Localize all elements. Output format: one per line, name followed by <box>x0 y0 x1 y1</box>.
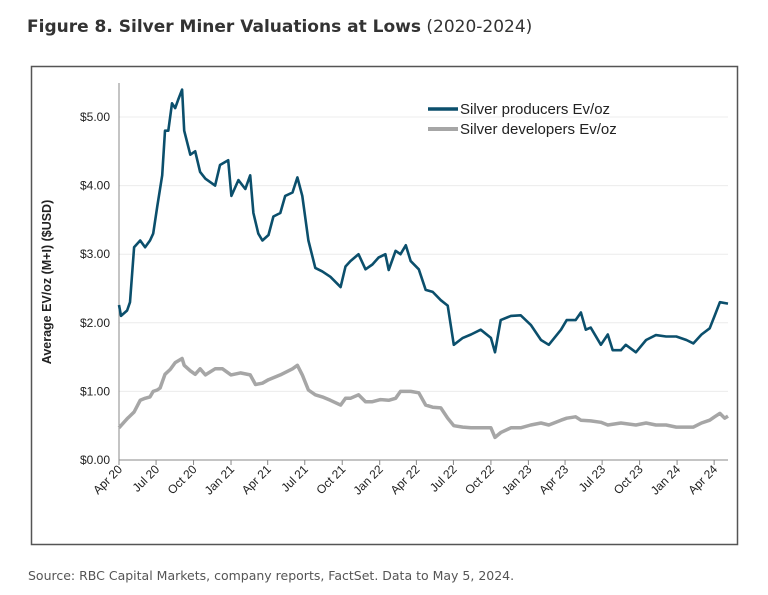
y-tick-label: $0.00 <box>80 453 110 467</box>
y-tick-label: $3.00 <box>80 247 110 261</box>
x-tick-label: Oct 20 <box>165 462 200 497</box>
x-tick-label: Jul 21 <box>278 462 311 495</box>
x-tick-label: Jan 21 <box>202 462 238 498</box>
x-tick-label: Jan 23 <box>499 462 535 498</box>
y-tick-label: $2.00 <box>80 316 110 330</box>
x-tick-label: Jan 24 <box>648 462 684 498</box>
x-tick-label: Apr 22 <box>388 462 423 497</box>
legend-label-producers: Silver producers Ev/oz <box>460 101 610 118</box>
x-tick-label: Jul 22 <box>427 462 460 495</box>
y-tick-label: $4.00 <box>80 179 110 193</box>
series-line-producers <box>117 88 729 354</box>
y-axis-label: Average EV/oz (M+I) ($USD) <box>40 200 54 365</box>
x-tick-label: Jul 23 <box>576 462 609 495</box>
legend-label-developers: Silver developers Ev/oz <box>460 121 617 138</box>
title-main: Figure 8. Silver Miner Valuations at Low… <box>27 17 421 37</box>
x-tick-label: Apr 20 <box>90 462 125 497</box>
x-tick-label: Apr 21 <box>239 462 274 497</box>
series-line-developers <box>117 356 729 440</box>
x-tick-label: Apr 24 <box>685 462 720 497</box>
legend: Silver producers Ev/oz Silver developers… <box>428 101 617 138</box>
chart-frame <box>30 65 739 546</box>
x-tick-label: Apr 23 <box>536 462 571 497</box>
x-tick-label: Jan 22 <box>350 462 386 498</box>
x-tick-label: Oct 21 <box>313 462 348 497</box>
figure-title: Figure 8. Silver Miner Valuations at Low… <box>27 17 532 37</box>
x-tick-label: Oct 22 <box>462 462 497 497</box>
title-years: (2020-2024) <box>420 17 533 37</box>
y-tick-label: $1.00 <box>80 384 110 398</box>
y-tick-label: $5.00 <box>80 110 110 124</box>
x-tick-label: Jul 20 <box>130 462 163 495</box>
source-note: Source: RBC Capital Markets, company rep… <box>28 568 515 583</box>
x-tick-label: Oct 23 <box>611 462 646 497</box>
